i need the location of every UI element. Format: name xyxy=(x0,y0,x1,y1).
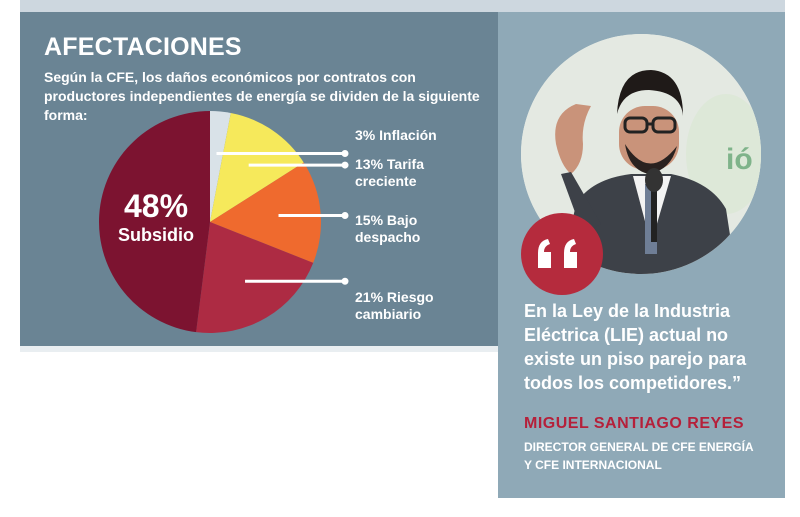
author-role-line1: DIRECTOR GENERAL DE CFE ENERGÍA xyxy=(524,440,754,454)
svg-text:ió: ió xyxy=(726,143,753,176)
quote-text: En la Ley de la Industria Eléctrica (LIE… xyxy=(524,301,747,393)
leader-dot xyxy=(341,212,349,220)
author-role-line2: Y CFE INTERNACIONAL xyxy=(524,458,662,472)
slice-label-riesgo: 21% Riesgo cambiario xyxy=(355,289,434,323)
pie-slice-inflación xyxy=(210,111,231,222)
pie-slice-bajo-despacho xyxy=(210,162,321,263)
slice-label-line1: 13% Tarifa xyxy=(355,156,424,172)
largest-slice-label: 48% Subsidio xyxy=(102,188,210,246)
chart-intro: Según la CFE, los daños económicos por c… xyxy=(44,69,480,123)
slice-label-line2: cambiario xyxy=(355,306,422,322)
slice-label-line2: creciente xyxy=(355,173,417,189)
pie-slice-tarifa-creciente xyxy=(210,112,304,222)
quote-badge xyxy=(521,213,603,295)
quote-author: MIGUEL SANTIAGO REYES xyxy=(524,415,745,432)
pie-slice-subsidio xyxy=(98,111,210,333)
top-strip xyxy=(20,0,785,12)
slice-label-inflacion: 3% Inflación xyxy=(355,127,437,144)
slice-label-bajo-despacho: 15% Bajo despacho xyxy=(355,212,420,246)
pie-slice-riesgo-cambiario xyxy=(196,222,314,334)
person-photo: ió xyxy=(521,34,761,274)
leader-dot xyxy=(341,161,349,169)
largest-slice-name: Subsidio xyxy=(118,225,194,245)
author-role: DIRECTOR GENERAL DE CFE ENERGÍA Y CFE IN… xyxy=(524,438,784,474)
slice-label-line1: 3% Inflación xyxy=(355,127,437,143)
leader-dot xyxy=(341,149,349,157)
largest-slice-percent: 48% xyxy=(123,188,189,224)
panel-edge xyxy=(20,346,498,352)
slice-label-line1: 21% Riesgo xyxy=(355,289,434,305)
slice-label-line1: 15% Bajo xyxy=(355,212,418,228)
leader-dot xyxy=(341,277,349,285)
slice-label-tarifa: 13% Tarifa creciente xyxy=(355,156,424,190)
quote-icon xyxy=(538,239,577,268)
slice-label-line2: despacho xyxy=(355,229,421,245)
chart-title: AFECTACIONES xyxy=(44,33,242,61)
